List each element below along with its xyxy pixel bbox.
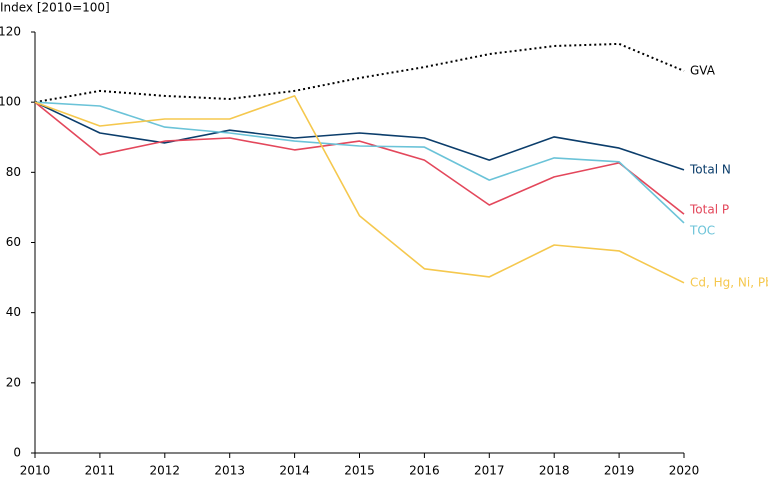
y-tick-label: 60	[6, 235, 21, 249]
y-tick-label: 100	[0, 95, 21, 109]
x-tick-label: 2019	[604, 464, 635, 478]
x-tick-label: 2018	[539, 464, 570, 478]
y-tick-label: 120	[0, 25, 21, 39]
series-line	[34, 101, 685, 171]
x-tick-label: 2010	[20, 464, 51, 478]
y-tick-label: 40	[6, 305, 21, 319]
series-label: TOC	[689, 223, 715, 237]
series-label: Total P	[689, 203, 729, 217]
x-tick-label: 2011	[85, 464, 116, 478]
y-tick-label: 80	[6, 165, 21, 179]
series-line	[34, 42, 685, 104]
y-tick-label: 20	[6, 375, 21, 389]
series-label: GVA	[690, 63, 716, 77]
x-tick-label: 2020	[669, 464, 700, 478]
x-tick-label: 2015	[344, 464, 375, 478]
series-label: Total N	[689, 162, 731, 176]
x-tick-label: 2012	[150, 464, 181, 478]
y-tick-label: 0	[13, 446, 21, 460]
x-tick-label: 2016	[409, 464, 440, 478]
x-tick-label: 2014	[279, 464, 310, 478]
series-label: Cd, Hg, Ni, Pb	[690, 275, 768, 289]
y-axis-title: Index [2010=100]	[0, 1, 110, 15]
series-line	[34, 95, 685, 284]
x-tick-label: 2017	[474, 464, 505, 478]
x-tick-label: 2013	[214, 464, 245, 478]
series-line	[34, 101, 685, 224]
series-line	[34, 101, 685, 215]
